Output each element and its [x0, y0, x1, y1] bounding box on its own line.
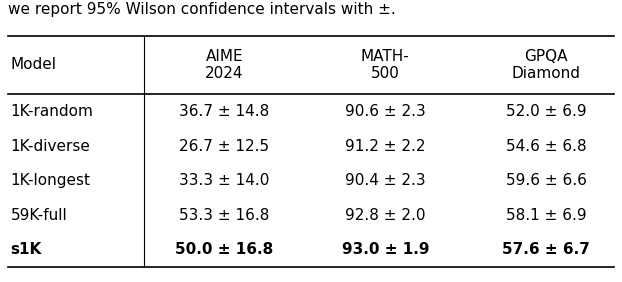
Text: 33.3 ± 14.0: 33.3 ± 14.0 [179, 173, 269, 188]
Text: AIME
2024: AIME 2024 [205, 49, 244, 81]
Text: 57.6 ± 6.7: 57.6 ± 6.7 [503, 243, 590, 257]
Text: 91.2 ± 2.2: 91.2 ± 2.2 [345, 138, 425, 154]
Text: 52.0 ± 6.9: 52.0 ± 6.9 [506, 104, 587, 119]
Text: 1K-diverse: 1K-diverse [11, 138, 91, 154]
Text: 36.7 ± 14.8: 36.7 ± 14.8 [179, 104, 269, 119]
Text: 54.6 ± 6.8: 54.6 ± 6.8 [506, 138, 587, 154]
Text: 90.4 ± 2.3: 90.4 ± 2.3 [345, 173, 425, 188]
Text: 92.8 ± 2.0: 92.8 ± 2.0 [345, 208, 425, 223]
Text: we report 95% Wilson confidence intervals with ±.: we report 95% Wilson confidence interval… [7, 2, 396, 17]
Text: 53.3 ± 16.8: 53.3 ± 16.8 [179, 208, 269, 223]
Text: 90.6 ± 2.3: 90.6 ± 2.3 [345, 104, 425, 119]
Text: GPQA
Diamond: GPQA Diamond [512, 49, 581, 81]
Text: Model: Model [11, 57, 57, 72]
Text: 93.0 ± 1.9: 93.0 ± 1.9 [341, 243, 429, 257]
Text: 59K-full: 59K-full [11, 208, 67, 223]
Text: 1K-random: 1K-random [11, 104, 93, 119]
Text: 26.7 ± 12.5: 26.7 ± 12.5 [179, 138, 269, 154]
Text: 59.6 ± 6.6: 59.6 ± 6.6 [506, 173, 587, 188]
Text: 1K-longest: 1K-longest [11, 173, 91, 188]
Text: MATH-
500: MATH- 500 [361, 49, 410, 81]
Text: s1K: s1K [11, 243, 42, 257]
Text: 58.1 ± 6.9: 58.1 ± 6.9 [506, 208, 587, 223]
Text: 50.0 ± 16.8: 50.0 ± 16.8 [175, 243, 274, 257]
